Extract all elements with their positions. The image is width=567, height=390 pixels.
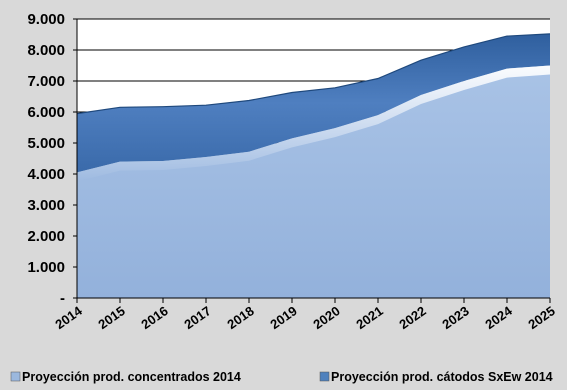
legend: Proyección prod. concentrados 2014 Proyec… [10, 370, 553, 384]
legend-label-1: Proyección prod. cátodos SxEw 2014 [331, 370, 553, 384]
x-tick-label-10: 2024 [482, 303, 515, 332]
x-tick-label-0: 2014 [52, 303, 85, 332]
series-area-1 [77, 33, 550, 173]
y-tick-label-4: 4.000 [27, 166, 65, 183]
x-tick-label-11: 2025 [525, 303, 557, 332]
x-tick-label-5: 2019 [267, 303, 299, 332]
legend-swatch-1 [319, 371, 330, 382]
y-tick-label-0: - [60, 290, 65, 307]
y-tick-label-5: 5.000 [27, 135, 65, 152]
x-tick-label-2: 2016 [138, 303, 170, 332]
legend-label-0: Proyección prod. concentrados 2014 [22, 370, 241, 384]
legend-swatch-0 [10, 371, 21, 382]
x-tick-label-4: 2018 [224, 303, 256, 332]
y-tick-label-7: 7.000 [27, 73, 65, 90]
series-top-line [76, 33, 551, 115]
series-edge-highlight [77, 65, 550, 182]
x-tick-label-8: 2022 [396, 303, 428, 332]
y-tick-label-3: 3.000 [27, 197, 65, 214]
y-tick-label-6: 6.000 [27, 104, 65, 121]
x-tick-label-9: 2023 [439, 303, 471, 332]
y-tick-label-9: 9.000 [27, 11, 65, 28]
y-tick-label-1: 1.000 [27, 259, 65, 276]
y-tick-label-8: 8.000 [27, 42, 65, 59]
x-tick-label-7: 2021 [353, 303, 385, 332]
x-tick-label-1: 2015 [95, 303, 127, 332]
x-tick-label-3: 2017 [181, 303, 213, 332]
y-tick-label-2: 2.000 [27, 228, 65, 245]
series-area-0 [77, 65, 550, 298]
series-areas [76, 33, 551, 298]
x-tick-label-6: 2020 [310, 303, 342, 332]
